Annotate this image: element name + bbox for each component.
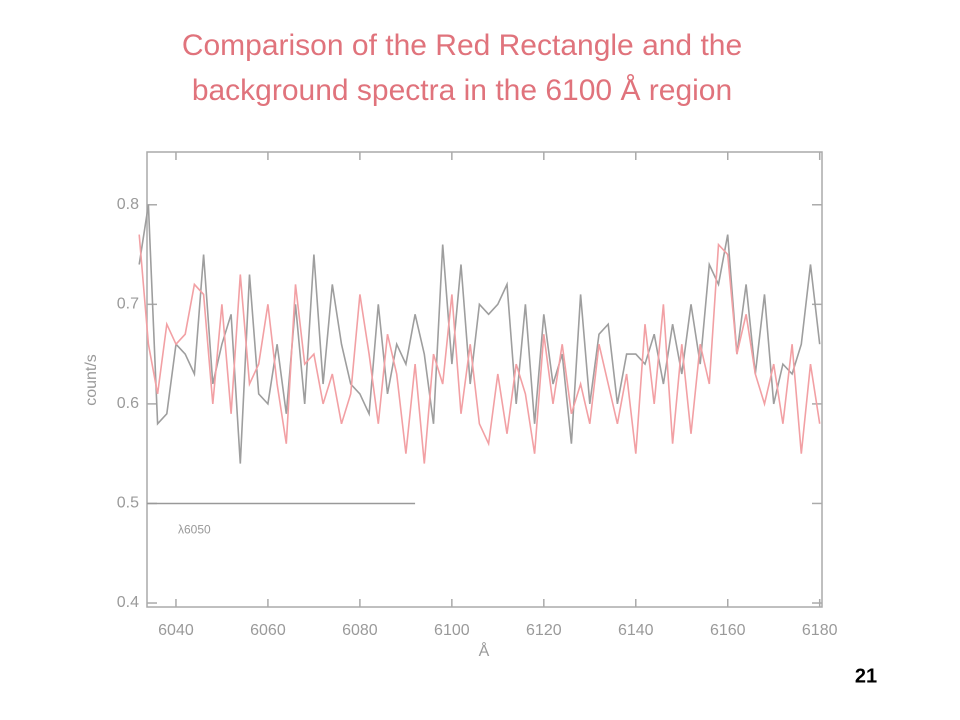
x-tick-label: 6180 — [802, 622, 838, 639]
y-axis-label: count/s — [83, 354, 100, 406]
y-tick-label: 0.5 — [117, 495, 139, 512]
x-tick-label: 6040 — [158, 622, 194, 639]
plot-frame — [146, 151, 823, 608]
x-tick-label: 6060 — [250, 622, 286, 639]
y-tick-label: 0.6 — [117, 395, 139, 412]
spectrum-line — [138, 234, 821, 464]
annotation-label: λ6050 — [178, 523, 211, 537]
x-tick-label: 6100 — [434, 622, 470, 639]
title-line: background spectra in the 6100 Å region — [192, 74, 732, 107]
x-tick-label: 6160 — [710, 622, 746, 639]
spectrum-line — [138, 204, 821, 464]
x-axis-label: Å — [479, 641, 490, 660]
x-tick-label: 6080 — [342, 622, 378, 639]
page-number: 21 — [855, 665, 877, 687]
y-tick-label: 0.8 — [117, 196, 139, 213]
x-tick-label: 6140 — [618, 622, 654, 639]
x-tick-label: 6120 — [526, 622, 562, 639]
y-tick-label: 0.7 — [117, 296, 139, 313]
y-tick-label: 0.4 — [117, 594, 139, 611]
title-line: Comparison of the Red Rectangle and the — [182, 29, 742, 62]
